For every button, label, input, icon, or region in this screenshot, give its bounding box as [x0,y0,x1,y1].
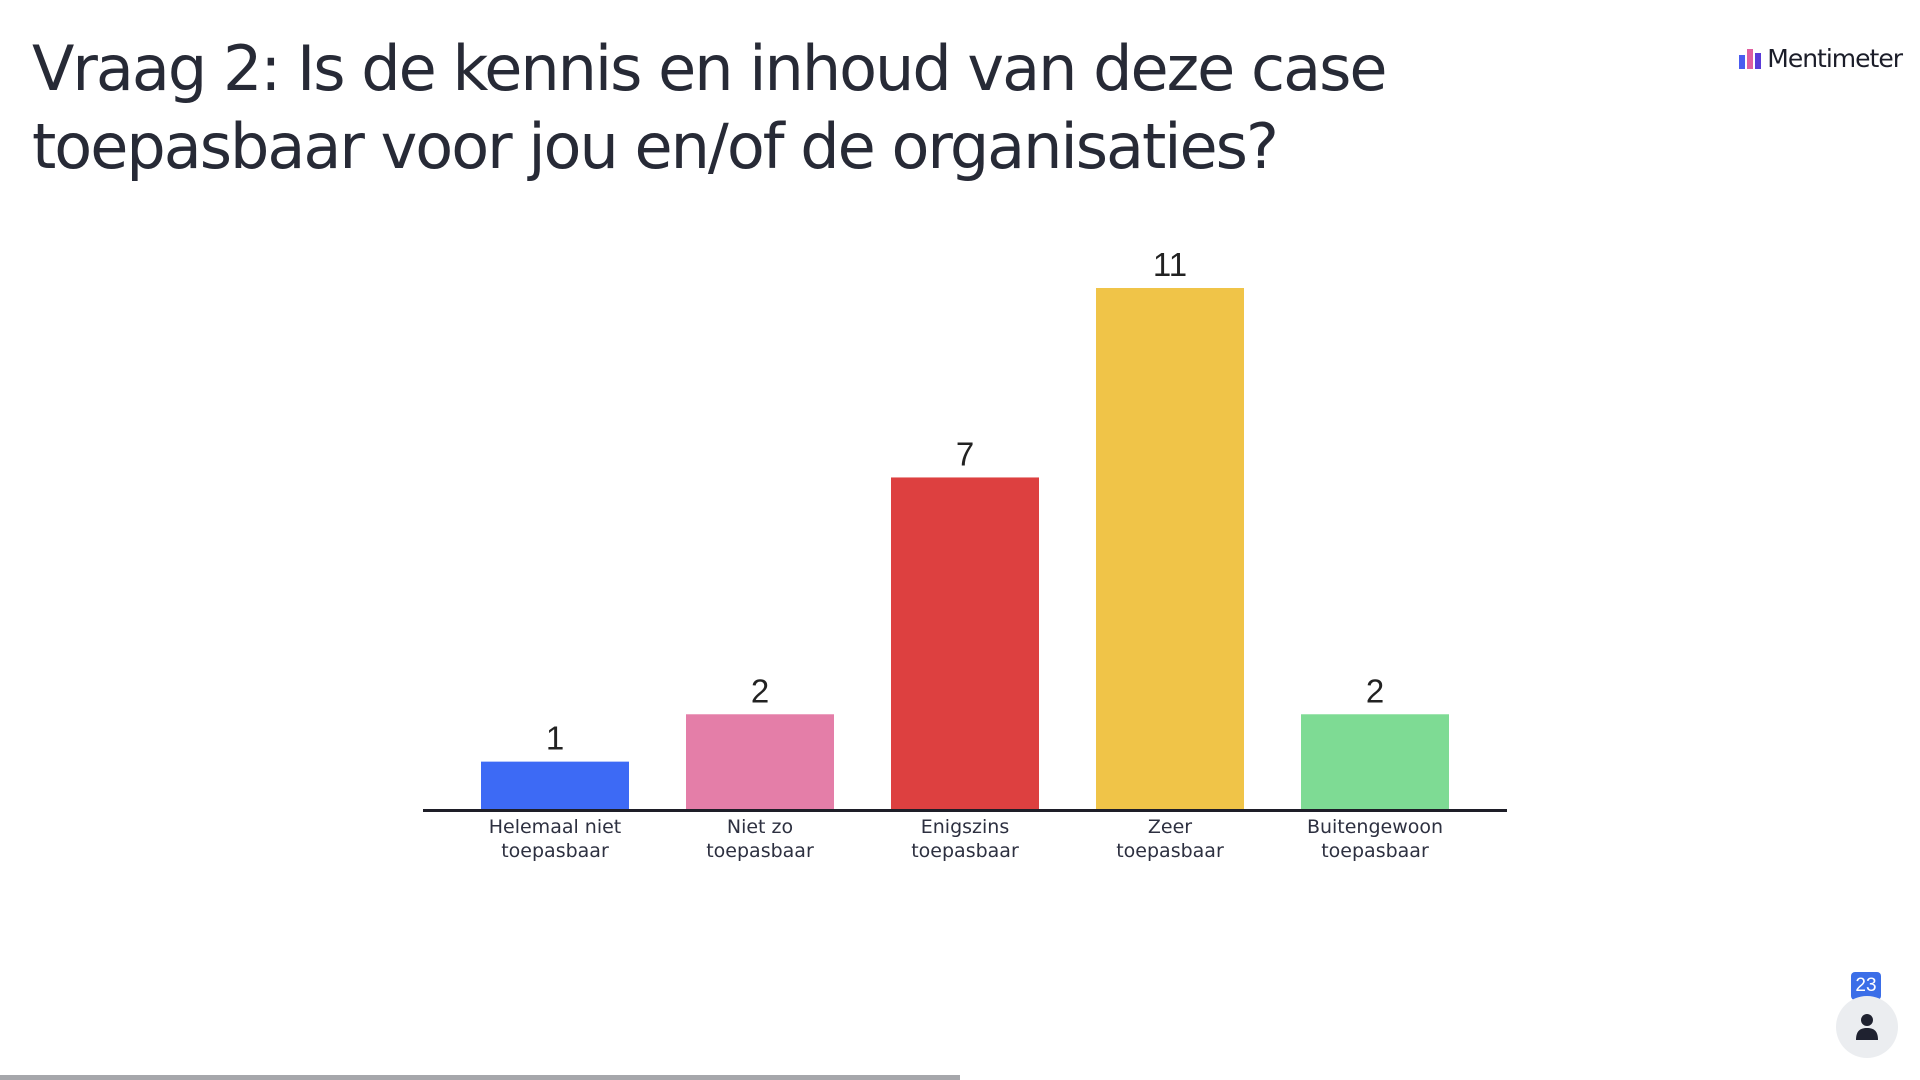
bar-value-label: 1 [546,720,564,757]
presentation-progress-bar [0,1075,960,1080]
brand-name: Mentimeter [1767,44,1903,73]
bar-1 [481,761,629,809]
mentimeter-brand: Mentimeter [1739,44,1903,73]
bar-value-label: 11 [1153,246,1187,283]
person-icon [1856,1014,1878,1040]
mentimeter-logo-icon [1739,48,1762,69]
category-label: Zeer [1148,816,1192,838]
category-label: Enigszins [921,816,1009,838]
participants-indicator[interactable]: 23 [1836,972,1898,1058]
category-label: Helemaal niet [489,816,622,838]
bar-5 [1301,714,1449,809]
category-label: Niet zo [727,816,793,838]
category-label: toepasbaar [1321,840,1429,862]
category-label: toepasbaar [501,840,609,862]
bar-value-label: 2 [751,672,769,709]
category-label: toepasbaar [1116,840,1224,862]
bar-3 [891,477,1039,809]
category-label: toepasbaar [911,840,1019,862]
bar-4 [1096,288,1244,809]
bar-2 [686,714,834,809]
participants-button[interactable] [1836,996,1898,1058]
category-label: toepasbaar [706,840,814,862]
question-title: Vraag 2: Is de kennis en inhoud van deze… [32,32,1388,183]
participant-count-badge: 23 [1851,972,1881,1000]
bar-value-label: 2 [1366,672,1384,709]
bar-value-label: 7 [956,435,974,472]
category-label: Buitengewoon [1307,816,1443,838]
